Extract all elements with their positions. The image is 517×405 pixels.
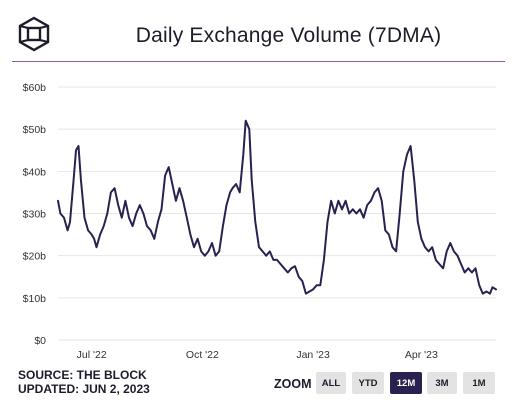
y-tick-label: $60b [23,82,47,94]
x-tick-label: Apr '23 [405,349,438,360]
y-tick-label: $20b [23,251,47,263]
line-chart: $0 $10b $20b $30b $40b $50b $60b Jul '22 Oct '2… [23,82,497,360]
x-tick-label: Jan '23 [296,349,330,360]
zoom-ytd-button[interactable]: YTD [352,372,384,394]
zoom-label: ZOOM [274,377,312,391]
chart-footer: SOURCE: THE BLOCK UPDATED: JUN 2, 2023 [18,368,150,396]
zoom-1m-button[interactable]: 1M [463,372,495,394]
y-tick-label: $10b [23,293,47,305]
y-tick-label: $0 [34,335,46,347]
cube-logo-icon [18,16,50,52]
y-tick-label: $40b [23,166,47,178]
source-text: SOURCE: THE BLOCK [18,368,147,382]
x-tick-label: Jul '22 [77,349,107,360]
zoom-3m-button[interactable]: 3M [427,372,457,394]
x-tick-label: Oct '22 [186,349,219,360]
y-tick-label: $30b [23,209,47,221]
zoom-12m-button[interactable]: 12M [390,372,422,394]
chart-title: Daily Exchange Volume (7DMA) [135,24,442,47]
updated-text: UPDATED: JUN 2, 2023 [18,382,150,396]
y-tick-label: $50b [23,124,47,136]
zoom-all-button[interactable]: ALL [316,372,346,394]
series-line [57,119,497,295]
title-divider [12,61,505,62]
